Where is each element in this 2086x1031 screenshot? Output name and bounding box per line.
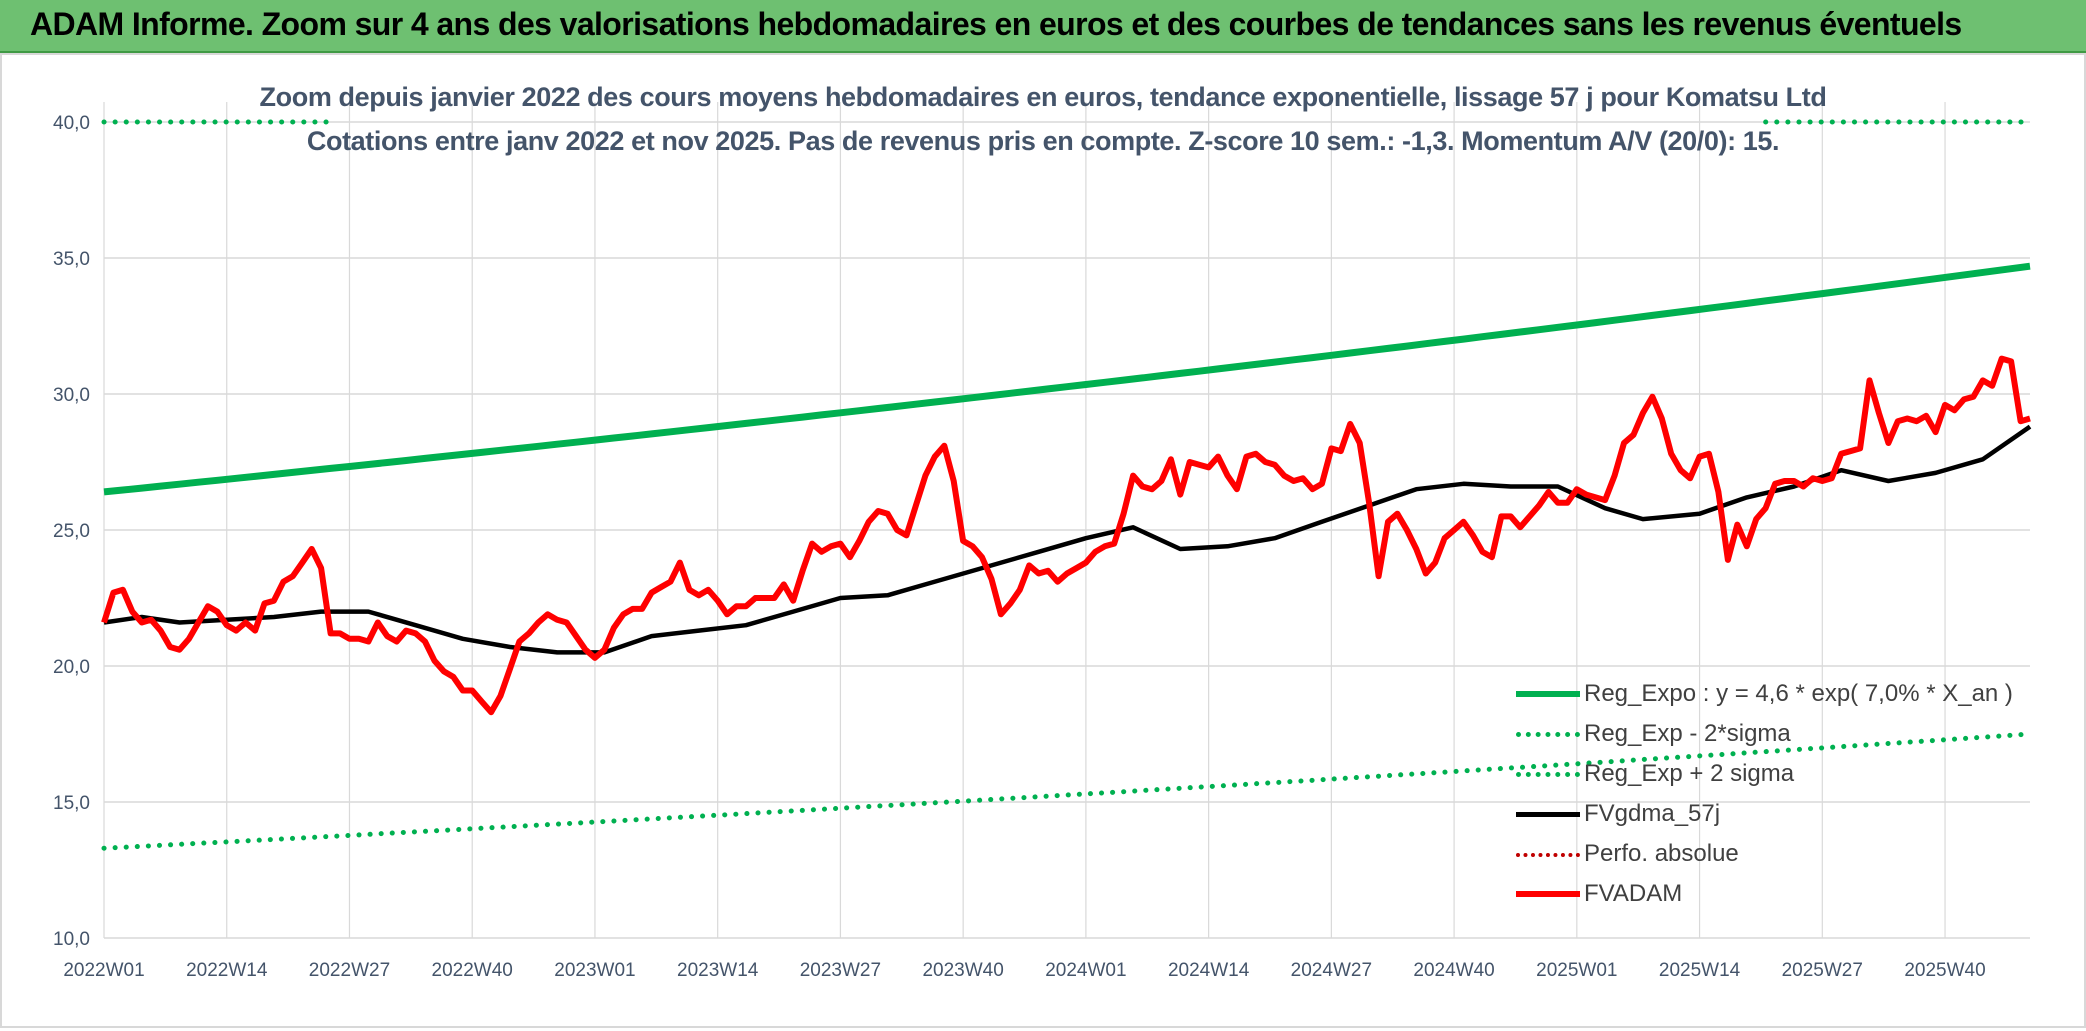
legend-swatch-fvgdma [1516, 812, 1580, 817]
legend-swatch-perfo [1516, 853, 1580, 857]
legend-swatch-reg-expo [1516, 691, 1580, 697]
y-tick-label: 15,0 [53, 793, 90, 814]
x-tick-label: 2022W40 [432, 960, 513, 981]
legend-swatch-reg-plus [1516, 772, 1580, 777]
y-tick-label: 30,0 [53, 385, 90, 406]
y-tick-label: 40,0 [53, 113, 90, 134]
x-tick-label: 2022W01 [63, 960, 144, 981]
x-tick-label: 2023W27 [800, 960, 881, 981]
legend-item-perfo: Perfo. absolue [1512, 836, 2012, 876]
x-tick-label: 2025W14 [1659, 960, 1741, 981]
report-title: ADAM Informe. Zoom sur 4 ans des valoris… [30, 6, 1962, 42]
series-reg-minus [101, 731, 2033, 851]
tick-layer: 10,0 15,0 20,0 25,0 30,0 35,0 40,0 2022W01 2022W… [53, 113, 1986, 981]
y-tick-label: 25,0 [53, 521, 90, 542]
x-tick-label: 2024W40 [1413, 960, 1494, 981]
series-fvadam [101, 355, 2031, 716]
series-fvgdma [103, 424, 2032, 655]
legend-label-reg-plus: Reg_Exp + 2 sigma [1584, 760, 1795, 787]
report-banner: ADAM Informe. Zoom sur 4 ans des valoris… [0, 0, 2086, 53]
x-tick-label: 2025W40 [1904, 960, 1985, 981]
legend-label-perfo: Perfo. absolue [1584, 840, 1739, 867]
y-tick-label: 10,0 [53, 929, 90, 950]
legend-item-reg-expo: Reg_Expo : y = 4,6 * exp( 7,0% * X_an ) [1512, 676, 2013, 716]
x-tick-label: 2023W40 [922, 960, 1003, 981]
chart-frame [0, 53, 2086, 1028]
series-layer [101, 119, 2033, 851]
chart-title: Zoom depuis janvier 2022 des cours moyen… [259, 82, 1827, 112]
x-tick-label: 2024W01 [1045, 960, 1126, 981]
grid-layer [103, 102, 2030, 939]
series-reg-expo [103, 262, 2031, 496]
x-tick-label: 2025W01 [1536, 960, 1617, 981]
legend-item-fvadam: FVADAM [1512, 876, 2012, 916]
y-tick-label: 20,0 [53, 657, 90, 678]
legend-item-reg-plus: Reg_Exp + 2 sigma [1512, 756, 2012, 796]
x-tick-label: 2022W27 [309, 960, 390, 981]
y-tick-label: 35,0 [53, 249, 90, 270]
legend-label-reg-minus: Reg_Exp - 2*sigma [1584, 720, 1791, 747]
legend-label-fvgdma: FVgdma_57j [1584, 800, 1721, 827]
x-tick-label: 2023W14 [677, 960, 759, 981]
chart-subtitle: Cotations entre janv 2022 et nov 2025. P… [306, 126, 1780, 156]
legend-label-reg-expo: Reg_Expo : y = 4,6 * exp( 7,0% * X_an ) [1584, 680, 2013, 707]
legend-item-fvgdma: FVgdma_57j [1512, 796, 2012, 836]
legend-swatch-reg-minus [1516, 732, 1580, 737]
legend-swatch-fvadam [1516, 891, 1580, 897]
x-tick-label: 2025W27 [1782, 960, 1863, 981]
legend-label-fvadam: FVADAM [1584, 880, 1683, 907]
x-tick-label: 2023W01 [554, 960, 635, 981]
x-tick-label: 2022W14 [186, 960, 268, 981]
legend-item-reg-minus: Reg_Exp - 2*sigma [1512, 716, 2012, 756]
x-tick-label: 2024W27 [1291, 960, 1372, 981]
x-tick-label: 2024W14 [1168, 960, 1250, 981]
chart-legend: Reg_Expo : y = 4,6 * exp( 7,0% * X_an ) … [1512, 676, 2013, 916]
